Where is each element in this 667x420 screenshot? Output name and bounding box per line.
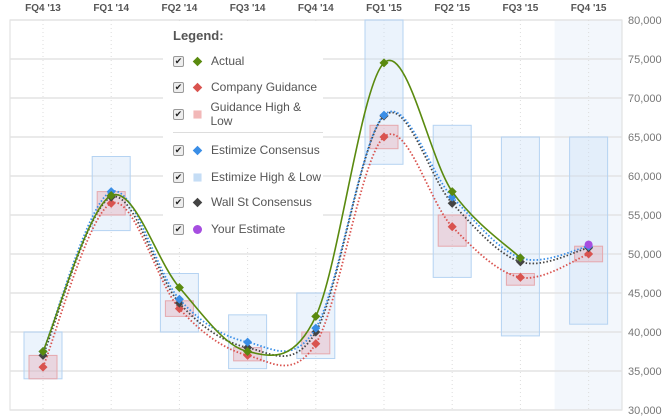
y-tick-label: 40,000 xyxy=(628,327,662,339)
y-tick-label: 55,000 xyxy=(628,210,662,222)
range-box xyxy=(569,136,609,325)
x-tick-label: FQ1 '15 xyxy=(366,3,402,14)
legend-item[interactable]: ✔ Estimize High & Low xyxy=(173,169,321,185)
diamond-marker-icon xyxy=(192,197,203,207)
y-tick-label: 70,000 xyxy=(628,93,662,105)
legend-item[interactable]: ✔ Actual xyxy=(173,53,244,69)
legend-label: Wall St Consensus xyxy=(211,195,312,209)
y-tick-label: 65,000 xyxy=(628,132,662,144)
y-tick-label: 30,000 xyxy=(628,405,662,417)
data-point xyxy=(584,249,594,259)
checkbox-checked-icon[interactable]: ✔ xyxy=(173,171,184,183)
x-tick-label: FQ4 '14 xyxy=(298,3,334,14)
data-point xyxy=(584,240,593,249)
data-point xyxy=(515,272,525,282)
data-point xyxy=(174,283,184,293)
legend-item[interactable]: ✔ Company Guidance xyxy=(173,79,317,95)
legend-label: Guidance High & Low xyxy=(210,100,302,128)
data-point xyxy=(106,190,116,201)
data-point xyxy=(174,294,184,304)
legend-item[interactable]: ✔ Your Estimate xyxy=(173,221,285,237)
x-tick-label: FQ4 '15 xyxy=(571,3,607,14)
series-line xyxy=(42,133,589,368)
range-box xyxy=(500,136,540,337)
range-box xyxy=(432,124,472,278)
legend-label: Actual xyxy=(211,54,245,68)
circle-marker-icon xyxy=(193,224,202,234)
x-tick-label: FQ2 '14 xyxy=(162,3,198,14)
square-swatch-icon xyxy=(193,109,202,119)
legend-label: Estimize High & Low xyxy=(211,170,322,184)
diamond-marker-icon xyxy=(192,56,203,66)
x-tick-label: FQ3 '14 xyxy=(230,3,266,14)
legend-label: Your Estimate xyxy=(211,222,286,236)
legend-item[interactable]: ✔ Guidance High & Low xyxy=(173,100,323,128)
checkbox-checked-icon[interactable]: ✔ xyxy=(173,81,184,93)
y-tick-label: 35,000 xyxy=(628,366,662,378)
data-point xyxy=(106,198,116,208)
legend-label: Company Guidance xyxy=(211,80,318,94)
legend-item[interactable]: ✔ Wall St Consensus xyxy=(173,194,312,210)
checkbox-checked-icon[interactable]: ✔ xyxy=(173,108,184,120)
data-point xyxy=(243,346,253,357)
diamond-marker-icon xyxy=(192,145,203,155)
legend: Legend: ✔ Actual ✔ Company Guidance ✔ Guidanc… xyxy=(163,22,323,248)
y-tick-label: 45,000 xyxy=(628,288,662,300)
data-point xyxy=(243,337,253,347)
square-swatch-icon xyxy=(193,172,202,182)
checkbox-checked-icon[interactable]: ✔ xyxy=(173,55,184,67)
legend-divider xyxy=(173,132,323,133)
y-tick-label: 60,000 xyxy=(628,171,662,183)
x-tick-label: FQ1 '14 xyxy=(93,3,129,14)
y-tick-label: 75,000 xyxy=(628,54,662,66)
legend-title: Legend: xyxy=(173,28,224,43)
diamond-marker-icon xyxy=(192,82,203,92)
checkbox-checked-icon[interactable]: ✔ xyxy=(173,144,184,156)
y-tick-label: 80,000 xyxy=(628,15,662,27)
legend-item[interactable]: ✔ Estimize Consensus xyxy=(173,142,320,158)
x-tick-label: FQ3 '15 xyxy=(503,3,539,14)
y-tick-label: 50,000 xyxy=(628,249,662,261)
checkbox-checked-icon[interactable]: ✔ xyxy=(173,196,184,208)
x-tick-label: FQ2 '15 xyxy=(434,3,470,14)
legend-label: Estimize Consensus xyxy=(211,143,320,157)
x-tick-label: FQ4 '13 xyxy=(25,3,61,14)
checkbox-checked-icon[interactable]: ✔ xyxy=(173,223,184,235)
